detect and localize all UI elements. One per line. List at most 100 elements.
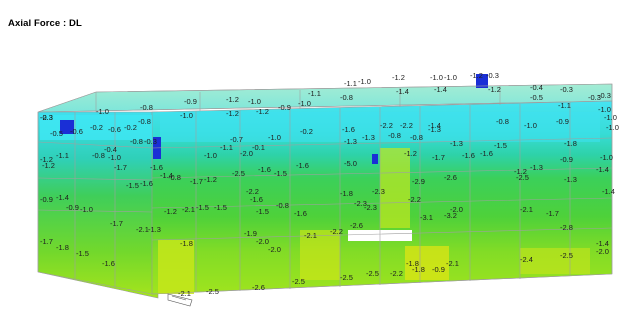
axial-value-label: -1.7 [40, 237, 53, 246]
axial-value-label: -1.0 [598, 105, 611, 114]
axial-value-label: -1.6 [342, 125, 355, 134]
axial-value-label: -1.3 [530, 163, 543, 172]
axial-value-label: -2.2 [408, 195, 421, 204]
axial-value-label: -2.5 [292, 277, 305, 286]
axial-value-label: -0.8 [130, 137, 143, 146]
axial-value-label: -1.5 [126, 181, 139, 190]
axial-value-label: -1.0 [268, 133, 281, 142]
axial-value-label: -1.4 [596, 165, 609, 174]
axial-value-label: -2.5 [516, 173, 529, 182]
axial-value-label: -1.5 [76, 249, 89, 258]
axial-value-label: -2.0 [596, 247, 609, 256]
page-title: Axial Force : DL [8, 18, 82, 29]
axial-value-label: -1.5 [274, 169, 287, 178]
axial-value-label: -1.7 [114, 163, 127, 172]
axial-value-label: -0.5 [530, 93, 543, 102]
axial-value-label: -2.9 [412, 177, 425, 186]
axial-value-label: -1.0 [298, 99, 311, 108]
axial-value-label: -1.7 [546, 209, 559, 218]
axial-value-label: -1.8 [56, 243, 69, 252]
axial-value-label: -2.2 [246, 187, 259, 196]
axial-value-label: -1.8 [180, 239, 193, 248]
axial-value-label: -5.0 [344, 159, 357, 168]
axial-value-label: -0.2 [300, 127, 313, 136]
axial-value-label: -1.3 [450, 139, 463, 148]
front-value-labels: -0.3-0.5 -0.6 -0.2 -0.6 -0.2-0.8 -0.3-0.4-1.0… [40, 113, 617, 298]
axial-value-label: -1.0 [358, 77, 371, 86]
axial-value-label: -1.5 [494, 141, 507, 150]
axial-value-label: -0.8 [276, 201, 289, 210]
axial-value-label: -0.3 [560, 85, 573, 94]
axial-value-label: -1.2 [40, 155, 53, 164]
axial-value-label: -0.6 [70, 127, 83, 136]
axial-value-label: -1.5 [196, 203, 209, 212]
axial-value-label: -1.8 [412, 265, 425, 274]
axial-value-label: -1.8 [406, 259, 419, 268]
axial-value-label: -1.3 [344, 137, 357, 146]
axial-value-label: -1.2 [392, 73, 405, 82]
axial-value-label: -1.2 [226, 95, 239, 104]
axial-value-label: -2.6 [444, 173, 457, 182]
axial-value-label: -2.2 [390, 269, 403, 278]
axial-value-label: -2.1 [520, 205, 533, 214]
axial-value-label: -1.0 [108, 153, 121, 162]
axial-value-label: -2.2 [380, 121, 393, 130]
axial-value-label: -0.9 [278, 103, 291, 112]
axial-value-label: -0.3 [598, 91, 611, 100]
axial-value-label: -0.2 [124, 123, 137, 132]
axial-value-label: -0.8 [140, 103, 153, 112]
axial-value-label: -2.0 [256, 237, 269, 246]
axial-value-label: -2.0 [240, 149, 253, 158]
axial-value-label: -1.3 [564, 175, 577, 184]
axial-value-label: -0.3 [144, 137, 157, 146]
frame-grid [37, 83, 613, 295]
axial-value-label: -1.6 [102, 259, 115, 268]
axial-value-label: -1.0 [180, 111, 193, 120]
axial-value-label: -2.1 [446, 259, 459, 268]
axial-value-label: -1.1 [344, 79, 357, 88]
axial-value-label: -1.6 [296, 161, 309, 170]
axial-value-label: -2.1 [178, 289, 191, 298]
axial-value-label: -1.4 [160, 171, 173, 180]
axial-value-label: -0.9 [40, 195, 53, 204]
axial-value-label: -1.5 [214, 203, 227, 212]
axial-value-label: -1.4 [56, 193, 69, 202]
axial-value-label: -1.7 [190, 177, 203, 186]
axial-value-label: -1.6 [480, 149, 493, 158]
axial-value-label: -1.0 [606, 123, 619, 132]
axial-value-label: -1.4 [428, 121, 441, 130]
axial-value-label: -2.5 [366, 269, 379, 278]
axial-value-label: -0.9 [184, 97, 197, 106]
axial-value-label: -1.2 [488, 85, 501, 94]
axial-value-label: -1.8 [564, 139, 577, 148]
axial-value-label: -0.8 [388, 131, 401, 140]
axial-value-label: -2.8 [560, 223, 573, 232]
axial-value-label: -2.5 [340, 273, 353, 282]
axial-value-label: -2.3 [40, 113, 53, 122]
axial-value-label: -1.6 [150, 163, 163, 172]
axial-value-label: -1.2 [204, 175, 217, 184]
axial-value-label: -1.1 [308, 89, 321, 98]
axial-value-label: -1.6 [250, 195, 263, 204]
axial-value-label: -2.3 [364, 203, 377, 212]
axial-value-label: -0.9 [556, 117, 569, 126]
axial-value-label: -1.2 [470, 71, 483, 80]
axial-value-label: -0.3 [40, 113, 53, 122]
axial-value-label: -3.1 [420, 213, 433, 222]
axial-value-label: -1.3 [148, 225, 161, 234]
axial-value-label: -2.6 [252, 283, 265, 292]
axial-value-label: -1.0 [430, 73, 443, 82]
axial-value-label: -2.0 [450, 205, 463, 214]
axial-value-label: -2.1 [304, 231, 317, 240]
axial-value-label: -1.0 [604, 113, 617, 122]
axial-value-label: -1.1 [56, 151, 69, 160]
axial-value-label: -0.7 [230, 135, 243, 144]
axial-value-label: -0.6 [108, 125, 121, 134]
axial-value-label: -1.2 [164, 207, 177, 216]
axial-value-label: -1.2 [42, 161, 55, 170]
axial-value-label: -1.0 [524, 121, 537, 130]
axial-value-label: -1.2 [256, 107, 269, 116]
axial-value-label: -0.3 [588, 93, 601, 102]
axial-value-label: -2.1 [136, 225, 149, 234]
